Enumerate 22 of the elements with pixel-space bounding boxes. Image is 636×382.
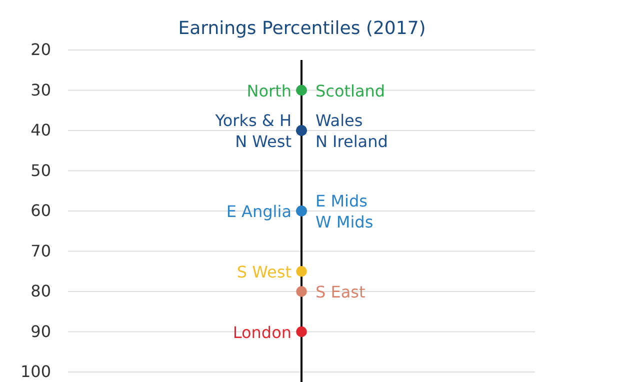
series-label: London [232,322,292,342]
y-tick-label: 50 [30,160,51,180]
series-label: Wales [316,111,363,130]
series-label: N West [235,132,292,151]
y-tick-label: 80 [30,282,51,301]
series-label: North [246,81,292,100]
series-label: Scotland [316,81,386,100]
series-label: S East [316,282,366,302]
y-tick-label: 70 [30,241,51,260]
y-tick-label: 30 [30,80,51,100]
series-label: Yorks & H [214,111,292,130]
series-label: S West [236,262,292,282]
series-label: N Ireland [316,132,388,151]
y-tick-label: 40 [30,120,51,140]
chart-title: Earnings Percentiles (2017) [178,18,426,39]
series-label: W Mids [316,212,374,232]
y-tick-label: 90 [30,322,51,341]
series-label: E Anglia [226,202,292,221]
series-label: E Mids [316,192,368,210]
y-tick-label: 100 [20,362,51,382]
y-tick-label: 60 [30,201,51,220]
y-tick-label: 20 [30,40,51,60]
